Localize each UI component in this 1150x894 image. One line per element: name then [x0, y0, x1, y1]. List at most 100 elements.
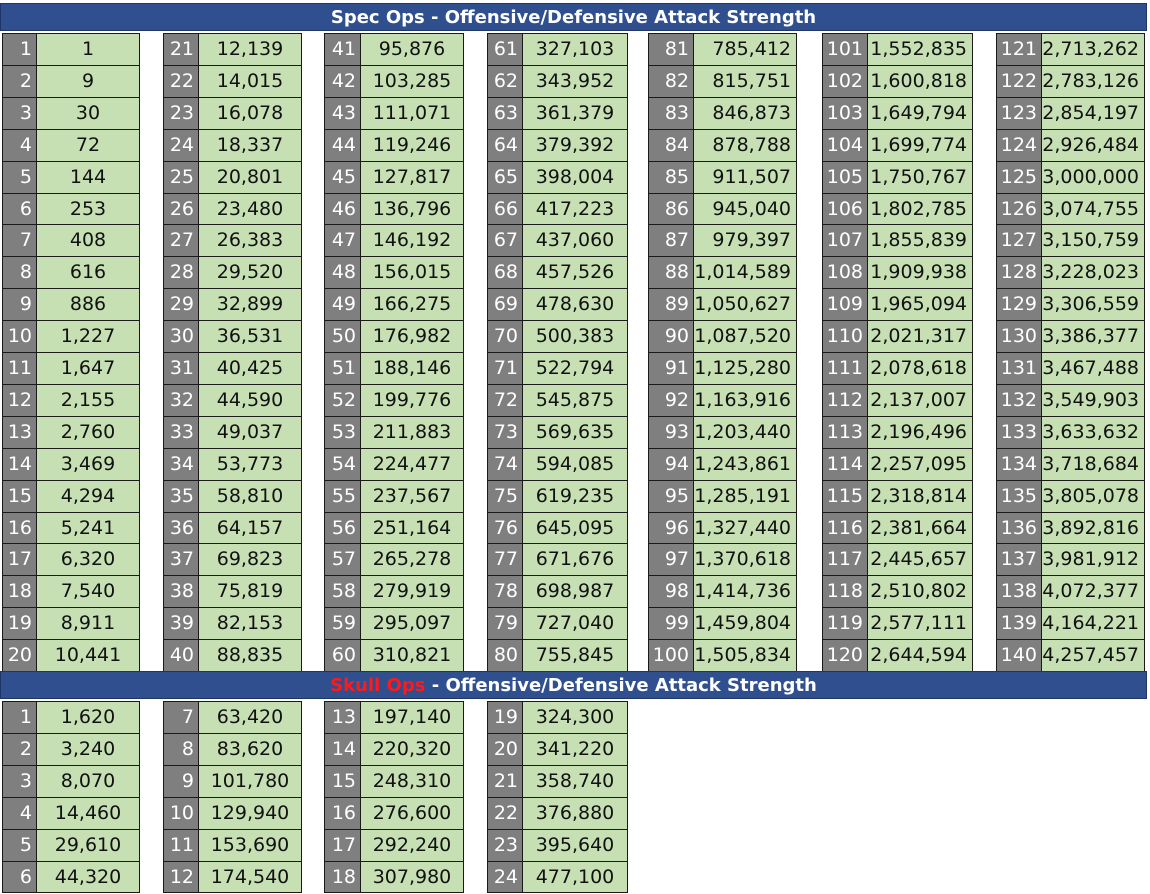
- spec-ops-strength-cell: 1,014,589: [693, 256, 797, 289]
- skull-ops-level-cell: 1: [2, 701, 37, 734]
- spec-ops-level-cell: 50: [324, 320, 361, 353]
- spec-ops-level-cell: 107: [822, 224, 868, 257]
- spec-ops-level-cell: 27: [163, 224, 199, 257]
- skull-ops-strength-cell: 395,640: [522, 829, 628, 862]
- spec-ops-strength-cell: 3,469: [36, 448, 140, 481]
- spec-ops-level-cell: 127: [996, 224, 1042, 257]
- spec-ops-strength-cell: 1,600,818: [867, 65, 973, 98]
- spec-ops-level-cell: 33: [163, 416, 199, 449]
- spec-ops-strength-cell: 20,801: [198, 161, 302, 194]
- spec-ops-strength-cell: 279,919: [360, 575, 464, 608]
- spec-ops-level-cell: 42: [324, 65, 361, 98]
- skull-ops-strength-cell: 341,220: [522, 733, 628, 766]
- spec-ops-strength-cell: 2,854,197: [1041, 97, 1145, 130]
- spec-ops-level-cell: 3: [2, 97, 37, 130]
- spec-ops-strength-cell: 58,810: [198, 480, 302, 513]
- skull-ops-level-cell: 3: [2, 765, 37, 798]
- spec-ops-strength-cell: 3,386,377: [1041, 320, 1145, 353]
- skull-ops-strength-cell: 129,940: [198, 797, 302, 830]
- spec-ops-level-cell: 132: [996, 384, 1042, 417]
- spec-ops-level-cell: 22: [163, 65, 199, 98]
- spec-ops-strength-cell: 3,228,023: [1041, 256, 1145, 289]
- spec-ops-level-cell: 58: [324, 575, 361, 608]
- spec-ops-strength-cell: 2,381,664: [867, 512, 973, 544]
- spec-ops-level-cell: 52: [324, 384, 361, 417]
- spec-ops-strength-cell: 1,087,520: [693, 320, 797, 353]
- spec-ops-level-cell: 133: [996, 416, 1042, 449]
- skull-ops-level-cell: 8: [163, 733, 199, 766]
- spec-ops-level-cell: 55: [324, 480, 361, 513]
- spec-ops-level-cell: 94: [648, 448, 694, 481]
- spec-ops-level-cell: 122: [996, 65, 1042, 98]
- spec-ops-level-cell: 84: [648, 129, 694, 162]
- spec-ops-level-cell: 91: [648, 352, 694, 385]
- spec-ops-strength-cell: 1,855,839: [867, 224, 973, 257]
- spec-ops-strength-cell: 619,235: [522, 480, 628, 513]
- skull-ops-level-cell: 20: [487, 733, 523, 766]
- spec-ops-strength-cell: 417,223: [522, 193, 628, 225]
- spec-ops-strength-cell: 127,817: [360, 161, 464, 194]
- spec-ops-strength-cell: 265,278: [360, 543, 464, 576]
- spec-ops-strength-cell: 1,243,861: [693, 448, 797, 481]
- spec-ops-level-cell: 14: [2, 448, 37, 481]
- spec-ops-level-cell: 32: [163, 384, 199, 417]
- spec-ops-level-cell: 7: [2, 224, 37, 257]
- skull-ops-strength-cell: 29,610: [36, 829, 140, 862]
- spec-ops-level-cell: 74: [487, 448, 523, 481]
- spec-ops-level-cell: 47: [324, 224, 361, 257]
- spec-ops-strength-cell: 379,392: [522, 129, 628, 162]
- spec-ops-title: Spec Ops - Offensive/Defensive Attack St…: [330, 7, 817, 28]
- spec-ops-strength-cell: 30: [36, 97, 140, 130]
- skull-ops-level-cell: 24: [487, 861, 523, 893]
- spec-ops-level-cell: 48: [324, 256, 361, 289]
- spec-ops-strength-cell: 2,021,317: [867, 320, 973, 353]
- spec-ops-level-cell: 45: [324, 161, 361, 194]
- spec-ops-strength-cell: 3,981,912: [1041, 543, 1145, 576]
- skull-ops-level-cell: 22: [487, 797, 523, 830]
- spec-ops-strength-cell: 1,285,191: [693, 480, 797, 513]
- spec-ops-strength-cell: 144: [36, 161, 140, 194]
- spec-ops-strength-cell: 23,480: [198, 193, 302, 225]
- spec-ops-strength-cell: 3,074,755: [1041, 193, 1145, 225]
- spec-ops-strength-cell: 727,040: [522, 607, 628, 640]
- spec-ops-level-cell: 8: [2, 256, 37, 289]
- spec-ops-level-cell: 123: [996, 97, 1042, 130]
- spec-ops-level-cell: 73: [487, 416, 523, 449]
- spec-ops-level-cell: 101: [822, 33, 868, 66]
- skull-ops-strength-cell: 83,620: [198, 733, 302, 766]
- spec-ops-level-cell: 115: [822, 480, 868, 513]
- spec-ops-level-cell: 38: [163, 575, 199, 608]
- spec-ops-strength-cell: 119,246: [360, 129, 464, 162]
- spec-ops-strength-cell: 1,327,440: [693, 512, 797, 544]
- spec-ops-level-cell: 109: [822, 288, 868, 321]
- skull-ops-strength-cell: 153,690: [198, 829, 302, 862]
- spec-ops-level-cell: 49: [324, 288, 361, 321]
- spec-ops-level-cell: 1: [2, 33, 37, 66]
- spec-ops-level-cell: 104: [822, 129, 868, 162]
- spec-ops-level-cell: 79: [487, 607, 523, 640]
- spec-ops-strength-cell: 3,000,000: [1041, 161, 1145, 194]
- spec-ops-strength-cell: 1,965,094: [867, 288, 973, 321]
- spec-ops-strength-cell: 1,163,916: [693, 384, 797, 417]
- skull-ops-level-cell: 16: [324, 797, 361, 830]
- spec-ops-strength-cell: 815,751: [693, 65, 797, 98]
- spec-ops-strength-cell: 878,788: [693, 129, 797, 162]
- spec-ops-level-cell: 4: [2, 129, 37, 162]
- spec-ops-strength-cell: 5,241: [36, 512, 140, 544]
- spec-ops-level-cell: 76: [487, 512, 523, 544]
- spec-ops-strength-cell: 846,873: [693, 97, 797, 130]
- spec-ops-level-cell: 31: [163, 352, 199, 385]
- spec-ops-level-cell: 99: [648, 607, 694, 640]
- skull-ops-level-cell: 23: [487, 829, 523, 862]
- spec-ops-level-cell: 77: [487, 543, 523, 576]
- spec-ops-strength-cell: 522,794: [522, 352, 628, 385]
- spec-ops-level-cell: 81: [648, 33, 694, 66]
- skull-ops-strength-cell: 8,070: [36, 765, 140, 798]
- spec-ops-strength-cell: 1,227: [36, 320, 140, 353]
- spec-ops-level-cell: 100: [648, 639, 694, 672]
- spec-ops-level-cell: 135: [996, 480, 1042, 513]
- skull-ops-strength-cell: 477,100: [522, 861, 628, 893]
- spec-ops-level-cell: 6: [2, 193, 37, 225]
- spec-ops-level-cell: 11: [2, 352, 37, 385]
- spec-ops-level-cell: 87: [648, 224, 694, 257]
